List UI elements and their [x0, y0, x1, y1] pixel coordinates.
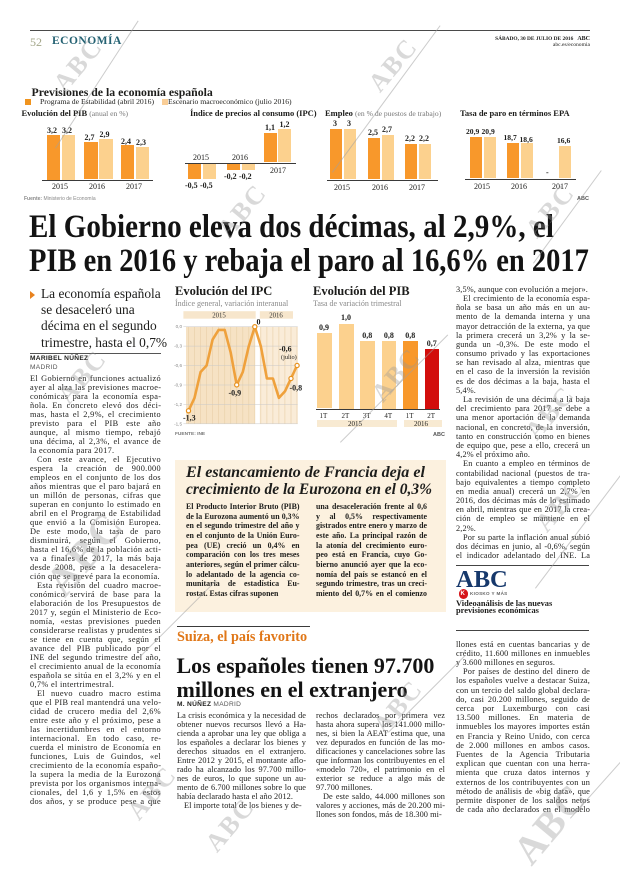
svg-text:-0,9: -0,9 [229, 389, 242, 398]
svg-text:-0,3: -0,3 [174, 344, 182, 349]
svg-text:0: 0 [257, 318, 261, 327]
svg-text:-0,6: -0,6 [174, 363, 182, 368]
svg-text:(julio): (julio) [281, 354, 297, 361]
svg-text:-0,9: -0,9 [174, 383, 182, 388]
svg-text:2015: 2015 [212, 312, 226, 319]
svg-text:-1,3: -1,3 [183, 414, 196, 423]
svg-text:-0,6: -0,6 [279, 345, 292, 354]
svg-text:-0,8: -0,8 [290, 384, 303, 393]
svg-text:2016: 2016 [269, 312, 283, 319]
svg-text:-1,2: -1,2 [174, 402, 182, 407]
svg-text:-1,5: -1,5 [174, 421, 182, 426]
svg-text:0,0: 0,0 [176, 324, 183, 329]
